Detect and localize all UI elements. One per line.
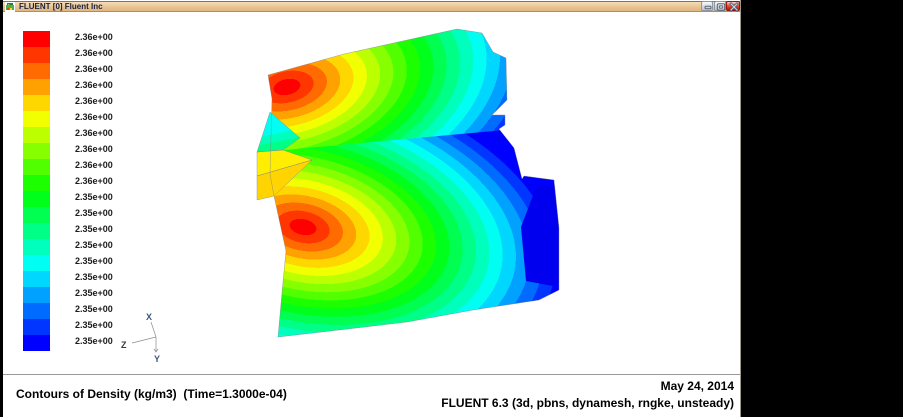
- svg-text:Z: Z: [121, 340, 127, 350]
- svg-text:Y: Y: [154, 354, 160, 364]
- svg-text:X: X: [146, 312, 152, 322]
